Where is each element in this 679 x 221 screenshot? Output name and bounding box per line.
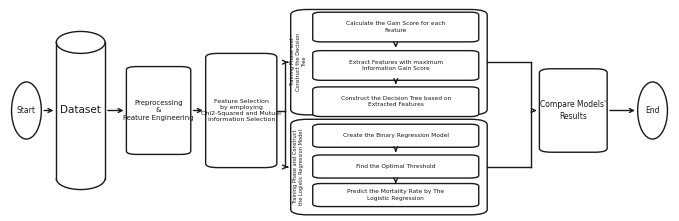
Text: Training Phase and Construct
the Logistic Regression Model: Training Phase and Construct the Logisti… xyxy=(293,129,304,205)
FancyBboxPatch shape xyxy=(313,124,479,147)
Text: Dataset: Dataset xyxy=(60,105,101,116)
Text: Create the Binary Regression Model: Create the Binary Regression Model xyxy=(343,133,449,138)
Text: Construct the Decision Tree based on
Extracted Features: Construct the Decision Tree based on Ext… xyxy=(341,96,451,107)
Text: Feature Selection
by employing
Chi2-Squared and Mutual
information Selection: Feature Selection by employing Chi2-Squa… xyxy=(201,99,281,122)
Ellipse shape xyxy=(12,82,41,139)
Text: Extract Features with maximum
Information Gain Score: Extract Features with maximum Informatio… xyxy=(349,60,443,71)
Text: Start: Start xyxy=(17,106,36,115)
Text: Preprocessing
&
Feature Engineering: Preprocessing & Feature Engineering xyxy=(124,100,194,121)
Text: Compare Models'
Results: Compare Models' Results xyxy=(540,101,606,120)
Text: Training Phase and
Construct the Decision
Tree: Training Phase and Construct the Decisio… xyxy=(291,33,307,91)
Text: Calculate the Gain Score for each
Feature: Calculate the Gain Score for each Featur… xyxy=(346,21,445,33)
FancyBboxPatch shape xyxy=(126,67,191,154)
Ellipse shape xyxy=(56,31,105,53)
FancyBboxPatch shape xyxy=(291,119,488,215)
FancyBboxPatch shape xyxy=(206,53,277,168)
Text: End: End xyxy=(645,106,660,115)
Text: Predict the Mortality Rate by The
Logistic Regression: Predict the Mortality Rate by The Logist… xyxy=(347,189,444,201)
FancyBboxPatch shape xyxy=(313,183,479,207)
FancyBboxPatch shape xyxy=(313,155,479,178)
FancyBboxPatch shape xyxy=(291,10,488,115)
Text: Find the Optimal Threshold: Find the Optimal Threshold xyxy=(356,164,435,169)
FancyBboxPatch shape xyxy=(313,12,479,42)
FancyBboxPatch shape xyxy=(313,51,479,80)
FancyBboxPatch shape xyxy=(539,69,607,152)
Ellipse shape xyxy=(638,82,667,139)
FancyBboxPatch shape xyxy=(313,87,479,116)
